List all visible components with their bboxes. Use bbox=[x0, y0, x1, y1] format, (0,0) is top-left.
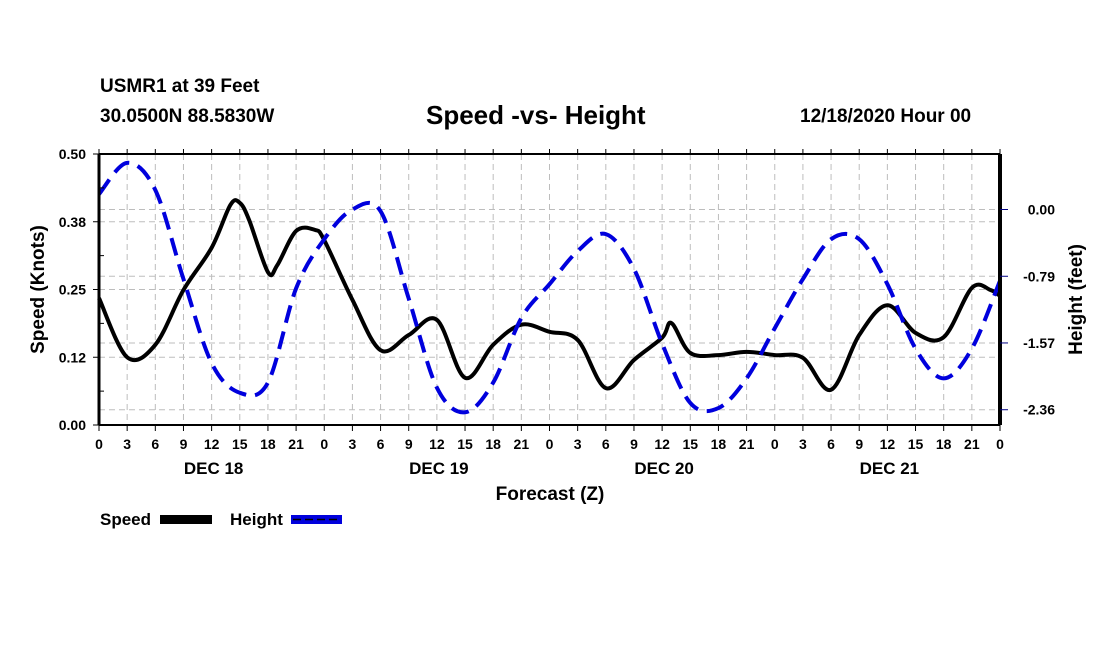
x-tick-label: 0 bbox=[320, 436, 328, 452]
x-tick-label: 12 bbox=[429, 436, 445, 452]
y-axis-title: Speed (Knots) bbox=[28, 225, 49, 354]
x-tick-label: 12 bbox=[880, 436, 896, 452]
x-tick-label: 21 bbox=[288, 436, 304, 452]
legend-swatch-height bbox=[291, 515, 342, 524]
y-tick-label: 0.12 bbox=[59, 349, 86, 365]
legend-swatch-speed bbox=[160, 515, 212, 524]
x-tick-label: 6 bbox=[377, 436, 385, 452]
station-label: USMR1 at 39 Feet bbox=[100, 76, 260, 97]
y-tick-label: 0.38 bbox=[59, 214, 86, 230]
x-tick-label: 18 bbox=[260, 436, 276, 452]
x-tick-label: 21 bbox=[739, 436, 755, 452]
x-tick-label: 18 bbox=[485, 436, 501, 452]
x-tick-label: 21 bbox=[964, 436, 980, 452]
day-label: DEC 19 bbox=[409, 459, 469, 478]
forecast-datetime: 12/18/2020 Hour 00 bbox=[800, 106, 972, 127]
series-line-height bbox=[97, 160, 1002, 415]
legend: Speed Height bbox=[100, 510, 342, 529]
x-tick-label: 9 bbox=[405, 436, 413, 452]
chart-title: Speed -vs- Height bbox=[426, 100, 646, 130]
legend-label-height: Height bbox=[230, 510, 283, 529]
grid-lines bbox=[99, 154, 1000, 425]
x-tick-label: 9 bbox=[630, 436, 638, 452]
x-tick-label: 15 bbox=[908, 436, 924, 452]
series-lines bbox=[97, 160, 1002, 415]
x-tick-label: 9 bbox=[180, 436, 188, 452]
x-tick-label: 18 bbox=[936, 436, 952, 452]
axis-labels: 0 3 6 9 12 15 18 21 0 3 6 9 12 15 18 21 0 3 6 9 12 15 18 21 0 3 6 9… bbox=[28, 146, 1087, 505]
y-tick-label: 0.50 bbox=[59, 146, 86, 162]
axes bbox=[93, 149, 1008, 431]
x-tick-label: 3 bbox=[349, 436, 357, 452]
x-tick-label: 12 bbox=[654, 436, 670, 452]
x-tick-label: 12 bbox=[204, 436, 220, 452]
series-line-speed bbox=[97, 198, 1002, 392]
x-tick-label: 9 bbox=[855, 436, 863, 452]
x-tick-label: 6 bbox=[602, 436, 610, 452]
x-tick-label: 15 bbox=[457, 436, 473, 452]
day-label: DEC 20 bbox=[634, 459, 694, 478]
y2-axis-title: Height (feet) bbox=[1066, 244, 1087, 355]
x-tick-label: 15 bbox=[232, 436, 248, 452]
y2-tick-label: -2.36 bbox=[1023, 402, 1055, 418]
y2-tick-label: -0.79 bbox=[1023, 268, 1055, 284]
x-tick-label: 15 bbox=[682, 436, 698, 452]
x-tick-label: 21 bbox=[514, 436, 530, 452]
x-tick-label: 0 bbox=[996, 436, 1004, 452]
x-tick-label: 3 bbox=[574, 436, 582, 452]
x-tick-label: 0 bbox=[95, 436, 103, 452]
x-tick-label: 6 bbox=[827, 436, 835, 452]
coordinates-label: 30.0500N 88.5830W bbox=[100, 106, 275, 127]
x-tick-label: 18 bbox=[711, 436, 727, 452]
x-tick-label: 0 bbox=[546, 436, 554, 452]
x-tick-label: 3 bbox=[123, 436, 131, 452]
y2-tick-label: 0.00 bbox=[1028, 201, 1055, 217]
day-label: DEC 21 bbox=[860, 459, 920, 478]
y2-tick-label: -1.57 bbox=[1023, 335, 1055, 351]
x-tick-label: 0 bbox=[771, 436, 779, 452]
x-axis-title: Forecast (Z) bbox=[496, 484, 605, 505]
day-label: DEC 18 bbox=[184, 459, 244, 478]
legend-label-speed: Speed bbox=[100, 510, 151, 529]
y-tick-label: 0.00 bbox=[59, 417, 86, 433]
x-tick-label: 6 bbox=[151, 436, 159, 452]
x-tick-label: 3 bbox=[799, 436, 807, 452]
y-tick-label: 0.25 bbox=[59, 282, 86, 298]
